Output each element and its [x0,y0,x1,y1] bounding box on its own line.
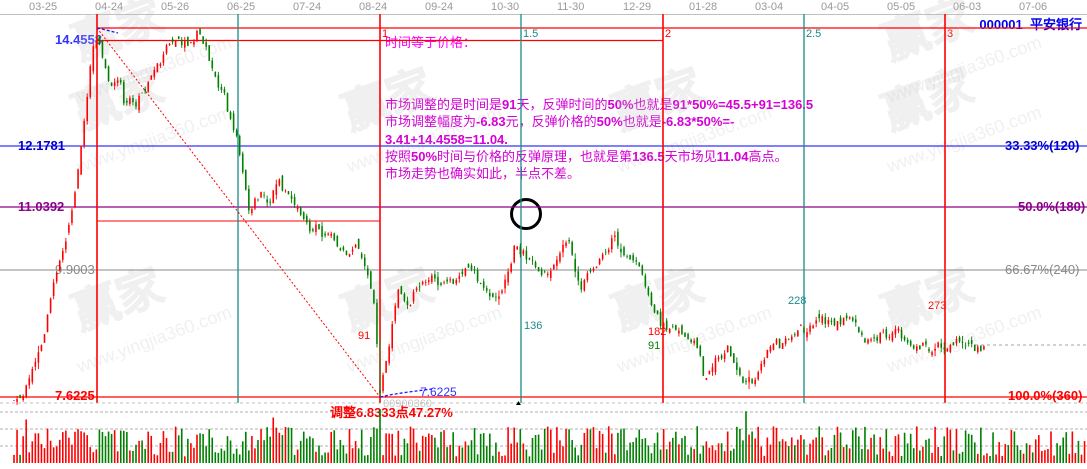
svg-text:00900360: 00900360 [383,398,432,410]
svg-text:赢家: 赢家 [66,259,170,339]
svg-text:赢家: 赢家 [876,259,980,339]
svg-text:赢家: 赢家 [606,59,710,139]
svg-text:赢家: 赢家 [606,259,710,339]
svg-text:赢家: 赢家 [336,259,440,339]
svg-text:赢家: 赢家 [336,59,440,139]
